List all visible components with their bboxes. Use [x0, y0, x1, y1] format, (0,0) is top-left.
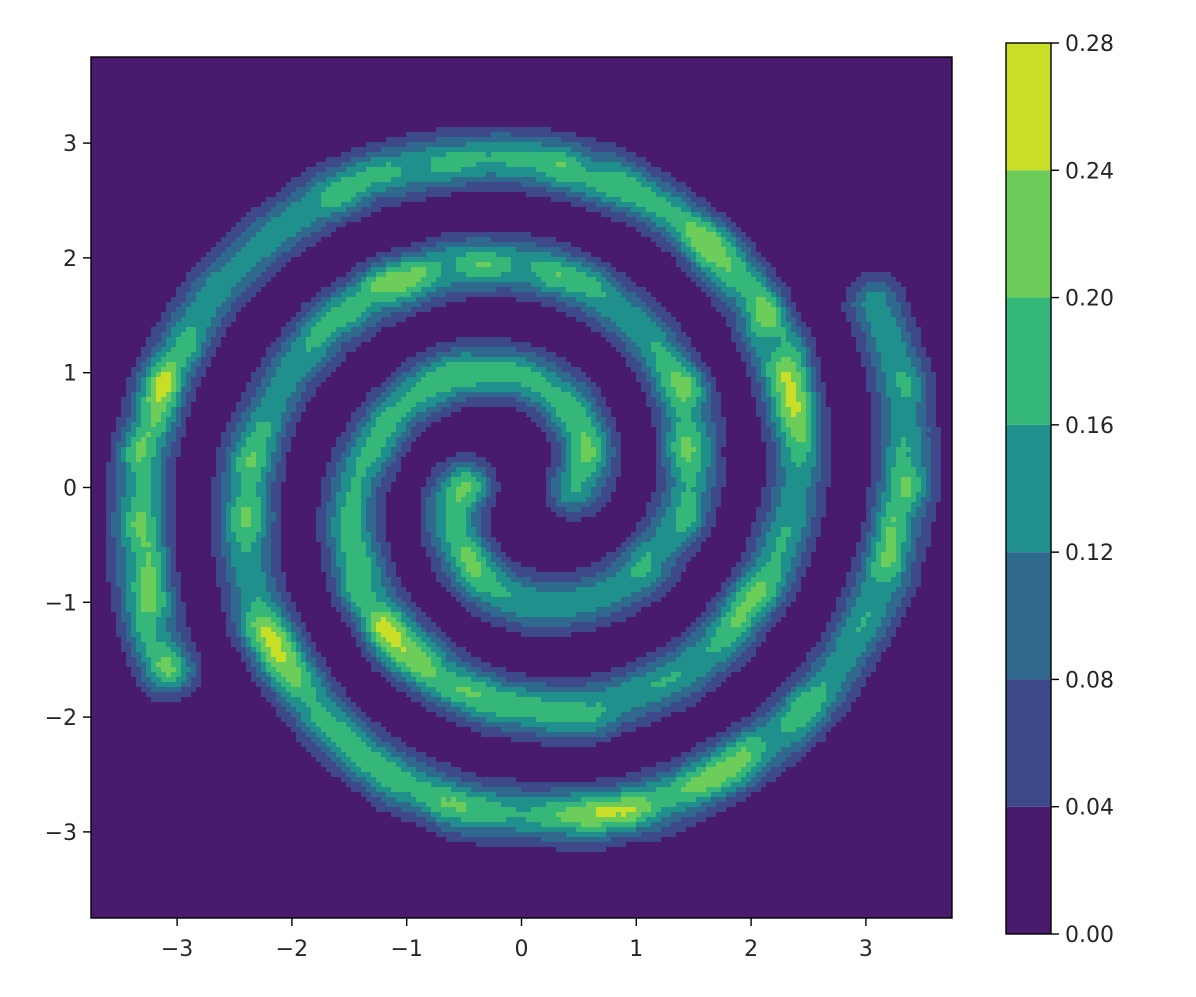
x-tick-label: 1	[629, 937, 643, 962]
contour-level-1	[106, 127, 941, 852]
colorbar-tick-label: 0.20	[1065, 287, 1114, 312]
colorbar-tick-label: 0.28	[1065, 32, 1114, 57]
colorbar-frame	[1005, 42, 1052, 935]
colorbar-tick-label: 0.12	[1065, 541, 1114, 566]
x-tick-label: 0	[515, 937, 529, 962]
contour-density-field	[106, 127, 941, 852]
x-tick-label: 3	[859, 937, 873, 962]
colorbar-band	[1006, 297, 1051, 425]
y-tick-label: 3	[63, 132, 77, 157]
colorbar-band	[1006, 43, 1051, 171]
y-tick-label: −3	[45, 821, 77, 846]
y-tick-label: −2	[45, 706, 77, 731]
y-axis: −3 −2 −1 0 1 2 3	[45, 132, 91, 846]
colorbar: 0.00 0.04 0.08 0.12 0.16 0.20 0.24 0.28	[1005, 32, 1114, 948]
colorbar-band	[1006, 170, 1051, 298]
x-axis: −3 −2 −1 0 1 2 3	[161, 918, 873, 962]
colorbar-tick-label: 0.00	[1065, 923, 1114, 948]
plot-area	[90, 56, 953, 919]
colorbar-tick-label: 0.24	[1065, 159, 1114, 184]
y-tick-label: 1	[63, 362, 77, 387]
contour-level-4	[126, 152, 921, 832]
colorbar-band	[1006, 424, 1051, 553]
colorbar-band	[1006, 806, 1051, 934]
colorbar-tick-label: 0.16	[1065, 414, 1114, 439]
contour-level-2	[111, 132, 931, 842]
colorbar-band	[1006, 552, 1051, 680]
y-tick-label: 0	[63, 477, 77, 502]
x-tick-label: −2	[276, 937, 308, 962]
colorbar-tick-label: 0.04	[1065, 796, 1114, 821]
y-tick-label: 2	[63, 247, 77, 272]
contour-level-3	[121, 142, 926, 837]
x-tick-label: −1	[390, 937, 422, 962]
x-tick-label: 2	[744, 937, 758, 962]
y-tick-label: −1	[45, 591, 77, 616]
x-tick-label: −3	[161, 937, 193, 962]
colorbar-band	[1006, 679, 1051, 807]
colorbar-tick-label: 0.08	[1065, 668, 1114, 693]
